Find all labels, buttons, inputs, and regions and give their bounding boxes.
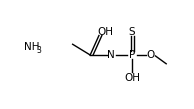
Text: NH: NH	[24, 42, 39, 52]
Text: OH: OH	[124, 73, 140, 83]
Text: P: P	[129, 50, 135, 60]
Text: 3: 3	[37, 46, 42, 55]
Text: N: N	[107, 50, 114, 60]
Text: S: S	[129, 27, 135, 37]
Text: O: O	[146, 50, 155, 60]
Text: OH: OH	[97, 27, 113, 37]
